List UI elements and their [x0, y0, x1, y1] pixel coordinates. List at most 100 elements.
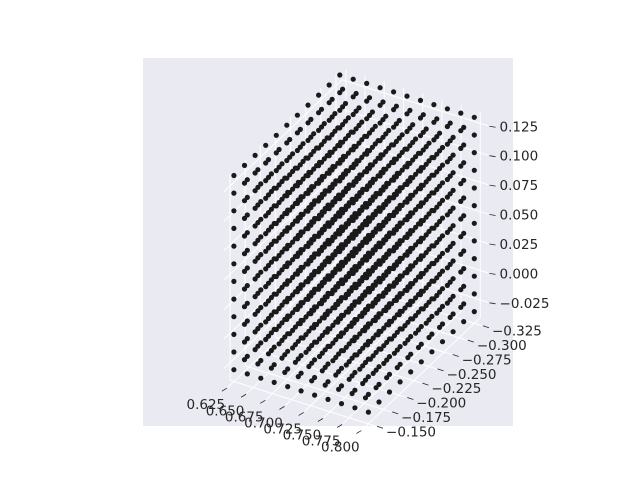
data-point [369, 109, 375, 115]
data-point [439, 339, 446, 345]
data-point [265, 192, 272, 198]
data-point [404, 199, 410, 205]
data-point [316, 163, 322, 169]
x-tick-mark [240, 393, 247, 398]
data-point [332, 199, 338, 205]
data-point [311, 166, 317, 172]
data-point [309, 360, 315, 366]
data-point [244, 371, 250, 377]
data-point [244, 265, 250, 271]
data-point [458, 163, 464, 169]
data-point [437, 324, 443, 330]
data-point [332, 269, 338, 276]
data-point [314, 339, 320, 345]
data-point [336, 351, 342, 357]
data-point [287, 136, 293, 143]
data-point [244, 194, 250, 200]
data-point [231, 314, 237, 320]
z-gridline [223, 255, 343, 369]
data-point [350, 129, 356, 135]
data-point [258, 199, 264, 205]
data-point [265, 298, 272, 304]
data-point [420, 235, 426, 241]
data-point [294, 183, 300, 189]
data-point [410, 298, 416, 304]
data-point [369, 268, 375, 274]
data-point [420, 147, 426, 153]
data-point [231, 208, 237, 214]
z-tick-label: 0.000 [500, 266, 539, 282]
data-point [447, 155, 453, 162]
data-point [447, 191, 453, 197]
data-point [305, 226, 311, 232]
data-point [393, 156, 399, 162]
data-point [369, 233, 375, 239]
data-point [284, 299, 290, 305]
data-point [287, 189, 293, 196]
x-tick-label: 0.650 [206, 403, 245, 419]
data-point [255, 184, 261, 190]
data-point [402, 340, 408, 346]
data-point [386, 371, 393, 377]
data-point [383, 131, 389, 137]
data-point [450, 170, 456, 176]
data-point [276, 288, 282, 294]
z-tick-label: 0.025 [500, 237, 539, 253]
data-point [338, 401, 345, 407]
data-point [284, 210, 290, 217]
data-point [471, 238, 477, 244]
data-point [231, 367, 237, 373]
z-tick-mark [489, 125, 496, 128]
data-point [338, 365, 345, 371]
data-point [450, 329, 456, 335]
data-point [337, 72, 343, 78]
data-point [359, 260, 365, 266]
data-point [287, 154, 293, 160]
data-point [461, 230, 467, 236]
data-point [273, 132, 279, 138]
data-point [231, 296, 237, 302]
z-gridline [223, 167, 343, 281]
data-point [321, 138, 327, 144]
data-point [276, 164, 282, 170]
data-point [377, 85, 383, 91]
data-point [458, 198, 464, 204]
data-point [404, 93, 410, 99]
data-point [404, 128, 410, 135]
data-point [377, 191, 383, 197]
x-tick-label: 0.800 [321, 440, 360, 456]
data-point [450, 240, 456, 246]
data-point [342, 171, 349, 177]
data-point [297, 126, 303, 132]
data-point [450, 276, 456, 282]
data-point [386, 233, 392, 240]
data-point [386, 216, 392, 222]
data-point [311, 307, 317, 313]
data-point [311, 290, 317, 296]
data-point [265, 245, 272, 251]
data-point [311, 131, 317, 137]
data-point [359, 313, 365, 319]
data-point [420, 306, 426, 312]
data-point [325, 396, 331, 402]
data-point [362, 395, 369, 401]
data-point [377, 279, 383, 285]
data-point [332, 181, 338, 187]
data-point [429, 331, 435, 337]
data-point [330, 340, 336, 346]
data-point [326, 206, 332, 212]
data-point [396, 188, 402, 194]
data-point [439, 303, 446, 309]
data-point [383, 290, 389, 296]
data-point [300, 282, 306, 288]
data-point [353, 267, 359, 273]
data-point [342, 118, 349, 124]
data-point [369, 286, 375, 292]
data-point [340, 245, 346, 251]
data-point [404, 287, 410, 293]
data-point [458, 181, 464, 187]
data-point [305, 155, 311, 161]
data-point [357, 366, 363, 372]
data-point [380, 99, 386, 105]
data-point [431, 278, 437, 284]
